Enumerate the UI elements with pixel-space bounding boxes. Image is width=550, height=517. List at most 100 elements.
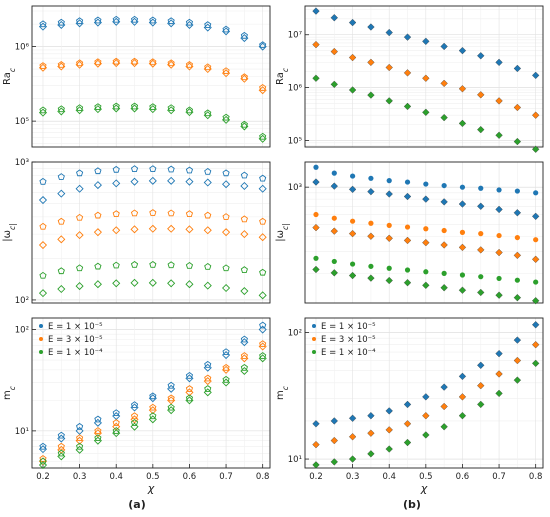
data-point — [514, 188, 520, 194]
data-point — [76, 17, 84, 25]
x-tick-label: 0.2 — [36, 472, 50, 482]
data-point — [222, 283, 231, 293]
data-point — [57, 20, 66, 29]
data-point — [222, 115, 231, 124]
data-point — [148, 105, 157, 114]
data-point — [477, 52, 485, 60]
data-point — [167, 176, 176, 185]
data-point — [38, 195, 48, 205]
x-tick-label: 0.3 — [73, 472, 87, 482]
data-point — [185, 177, 194, 186]
data-point — [57, 442, 65, 450]
data-point — [39, 106, 47, 114]
data-point — [94, 262, 102, 270]
x-tick-label: 0.6 — [183, 472, 197, 482]
data-point — [112, 226, 121, 235]
axes-frame — [31, 5, 271, 148]
data-point — [57, 105, 65, 113]
data-point — [422, 195, 430, 203]
data-point — [148, 415, 157, 424]
x-tick-label: 0.4 — [382, 472, 396, 482]
data-point — [422, 431, 430, 439]
data-point — [240, 31, 248, 39]
data-point — [458, 85, 467, 93]
data-point — [531, 111, 540, 119]
data-point — [513, 64, 522, 73]
data-point — [222, 264, 230, 272]
data-point — [57, 449, 65, 457]
data-point — [203, 363, 212, 372]
data-point — [57, 235, 66, 244]
data-point — [240, 74, 249, 83]
data-point — [385, 97, 393, 105]
y-tick-label: 10³ — [288, 183, 302, 193]
data-point — [93, 429, 102, 438]
data-point — [458, 372, 467, 381]
data-point — [330, 182, 338, 190]
data-point — [222, 375, 230, 383]
data-point — [75, 184, 84, 193]
data-point — [531, 71, 540, 80]
data-point — [38, 241, 48, 250]
data-point — [367, 232, 375, 240]
data-point — [477, 361, 485, 369]
data-point — [76, 422, 84, 430]
x-tick-label: 0.3 — [346, 472, 360, 482]
data-point — [185, 210, 194, 218]
data-point — [75, 282, 84, 291]
data-point — [149, 16, 157, 24]
data-point — [403, 102, 412, 111]
data-point — [130, 57, 139, 65]
data-point — [149, 165, 157, 173]
data-point — [495, 58, 503, 67]
data-point — [458, 46, 467, 55]
data-point — [259, 174, 267, 182]
data-point — [75, 60, 84, 69]
data-point — [513, 294, 522, 302]
y-tick-label: 10⁵ — [15, 117, 29, 127]
data-point — [185, 61, 194, 68]
data-point — [240, 266, 248, 273]
data-point — [368, 220, 374, 226]
data-point — [367, 58, 375, 67]
data-point — [203, 111, 212, 120]
data-point — [312, 440, 320, 449]
data-point — [240, 354, 249, 363]
data-point — [38, 289, 48, 298]
panel-label-a: (a) — [128, 498, 145, 511]
data-point — [130, 177, 139, 186]
data-point — [75, 106, 84, 115]
data-point — [148, 278, 157, 287]
panel-b_top: 10⁵ 10⁶ 10⁷ Rac — [275, 5, 544, 153]
data-point — [93, 280, 102, 289]
data-point — [478, 231, 484, 237]
data-point — [513, 356, 522, 365]
data-point — [130, 17, 139, 26]
data-point — [167, 384, 176, 393]
data-point — [533, 237, 539, 243]
data-point — [385, 190, 393, 198]
x-tick-label: 0.7 — [219, 472, 233, 482]
x-tick-label: 0.8 — [529, 472, 543, 482]
data-point — [130, 278, 139, 287]
data-point — [422, 108, 430, 117]
x-tick-label: 0.4 — [109, 472, 123, 482]
data-point — [222, 378, 231, 387]
data-point — [350, 173, 356, 179]
data-point — [38, 108, 48, 117]
data-point — [94, 103, 102, 110]
data-point — [403, 192, 412, 201]
data-point — [348, 185, 357, 194]
data-point — [422, 281, 430, 289]
y-tick-label: 10² — [15, 326, 29, 336]
data-point — [458, 412, 467, 420]
data-point — [240, 335, 248, 343]
y-tick-label: 10⁶ — [288, 84, 303, 94]
data-point — [204, 374, 212, 382]
y-axis-label: |ωc| — [2, 223, 17, 241]
data-point — [203, 281, 212, 290]
data-point — [259, 340, 267, 348]
data-point — [258, 134, 267, 143]
data-point — [76, 264, 84, 272]
axes-frame — [31, 161, 271, 304]
